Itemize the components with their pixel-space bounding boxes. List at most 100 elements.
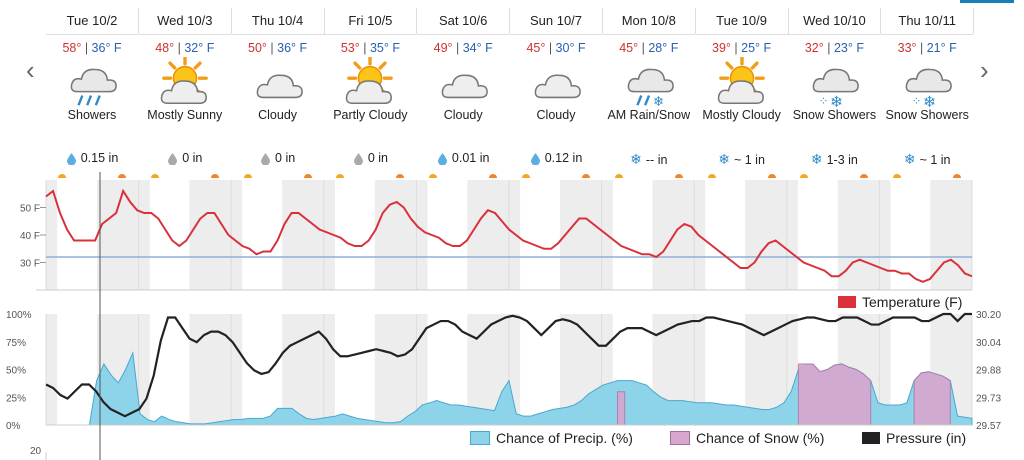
temp-low: 34° F [462,41,493,55]
legend-precip-label: Chance of Precip. (%) [496,430,633,446]
legend-temperature-swatch [838,296,856,308]
precip-amount: 0 in [275,151,296,165]
temp-divider: | [81,41,92,55]
day-column[interactable]: Tue 10/9 39° | 25° F Mostly Cloudy ❄ ~ 1 … [695,8,789,178]
day-condition: Showers [67,108,117,122]
precip-tick-label: 100% [6,310,32,321]
day-separator [694,8,696,34]
temp-high: 45° [526,41,546,55]
raindrop-icon [437,152,447,165]
sun-times-indicator [707,174,776,178]
day-condition: Cloudy [443,108,483,122]
day-separator [509,8,511,34]
day-column[interactable]: Mon 10/8 45° | 28° F ❄ AM Rain/Snow ❄ -- … [602,8,696,178]
chevron-left-icon[interactable]: ‹ [26,55,35,85]
temp-high: 33° [897,41,917,55]
day-date: Wed 10/3 [138,8,231,35]
day-temps: 50° | 36° F [232,41,324,55]
temp-low: 36° F [91,41,122,55]
night-band [509,314,521,425]
legend-temperature-label: Temperature (F) [862,294,963,310]
temp-low: 28° F [648,41,679,55]
day-separator [323,8,325,34]
pressure-tick-label: 30.04 [976,338,1001,349]
day-precip: 0.15 in [46,151,138,165]
raindrop-gray-icon [353,152,363,165]
precip-tick-label: 25% [6,393,26,404]
legend-precip-swatch [470,431,490,445]
day-column[interactable]: Wed 10/10 32° | 23° F ⁘ ❄ Snow Showers ❄ 1… [788,8,882,178]
temp-divider: | [174,41,185,55]
day-date: Tue 10/2 [46,8,138,35]
night-band [374,314,417,425]
legend-pressure: Pressure (in) [862,430,966,446]
temp-high: 49° [433,41,453,55]
pressure-tick-label: 29.88 [976,366,1001,377]
legend-pressure-swatch [862,432,880,444]
day-column[interactable]: Wed 10/3 48° | 32° F Mostly Sunny 0 in [138,8,232,178]
snowflake-icon: ❄ [718,151,730,167]
night-band [138,314,150,425]
precip-amount: -- in [645,152,668,167]
temp-divider: | [730,41,742,55]
night-band [879,180,891,290]
snowflake-icon: ❄ [903,151,916,167]
day-column[interactable]: Fri 10/5 53° | 35° F Partly Cloudy 0 in [324,8,418,178]
day-column[interactable]: Sat 10/6 49° | 34° F Cloudy 0.01 in [417,8,511,178]
sun-times-indicator [429,174,498,178]
night-band [189,180,232,290]
day-condition: Mostly Cloudy [702,108,781,122]
temp-divider: | [266,41,278,55]
day-temps: 53° | 35° F [324,41,416,55]
day-separator [973,8,975,34]
sun-times-indicator [243,174,312,178]
night-band [282,180,324,290]
day-condition: Partly Cloudy [333,108,408,122]
chevron-right-icon[interactable]: › [980,55,989,85]
sun-times-indicator [614,174,683,178]
legend-snow-swatch [670,431,690,445]
sun-times-indicator [522,174,590,178]
rain-snow-icon: ❄ [619,57,679,110]
sun-times-indicator [336,174,405,178]
precip-amount: 0.15 in [80,151,119,165]
day-column[interactable]: Thu 10/4 50° | 36° F Cloudy 0 in [231,8,325,178]
temp-high: 58° [62,41,82,55]
svg-text:❄: ❄ [653,94,664,109]
day-column[interactable]: Thu 10/11 33° | 21° F ⁘ ❄ Snow Showers ❄ ~… [881,8,975,178]
night-band [837,180,880,290]
pressure-line [45,312,972,418]
temp-low: 35° F [369,41,400,55]
legend-pressure-label: Pressure (in) [886,430,967,446]
day-temps: 45° | 28° F [603,41,695,55]
temp-divider: | [823,41,834,55]
temp-high: 45° [619,41,639,55]
temp-high: 53° [340,41,360,55]
temp-low: 23° F [833,41,864,55]
sun-cloud-icon [340,55,400,109]
day-precip: ❄ ~ 1 in [696,151,788,168]
svg-text:⁘: ⁘ [819,94,829,108]
day-column[interactable]: Sun 10/7 45° | 30° F Cloudy 0.12 in [510,8,603,178]
snow-area [617,391,626,426]
pressure-tick-label: 29.73 [976,393,1001,404]
day-temps: 39° | 25° F [696,41,788,55]
temp-low: 25° F [741,41,772,55]
day-precip: 0 in [139,151,231,165]
temp-divider: | [359,41,370,55]
legend-precip: Chance of Precip. (%) [470,430,633,446]
snow-area [913,371,951,426]
legend-snow-label: Chance of Snow (%) [696,430,825,446]
cloud-icon [526,57,586,109]
day-precip: 0 in [232,151,324,165]
snow-area [797,363,872,426]
snow-icon: ⁘ ❄ [804,57,864,111]
pressure-tick-label: 29.57 [976,421,1001,432]
day-date: Sun 10/7 [510,8,602,35]
day-column[interactable]: Tue 10/2 58° | 36° F Showers 0.15 in [46,8,139,178]
night-band [559,180,602,290]
day-separator [230,8,232,34]
cloud-icon [248,57,308,109]
night-band [374,180,417,290]
day-condition: Snow Showers [885,108,969,122]
